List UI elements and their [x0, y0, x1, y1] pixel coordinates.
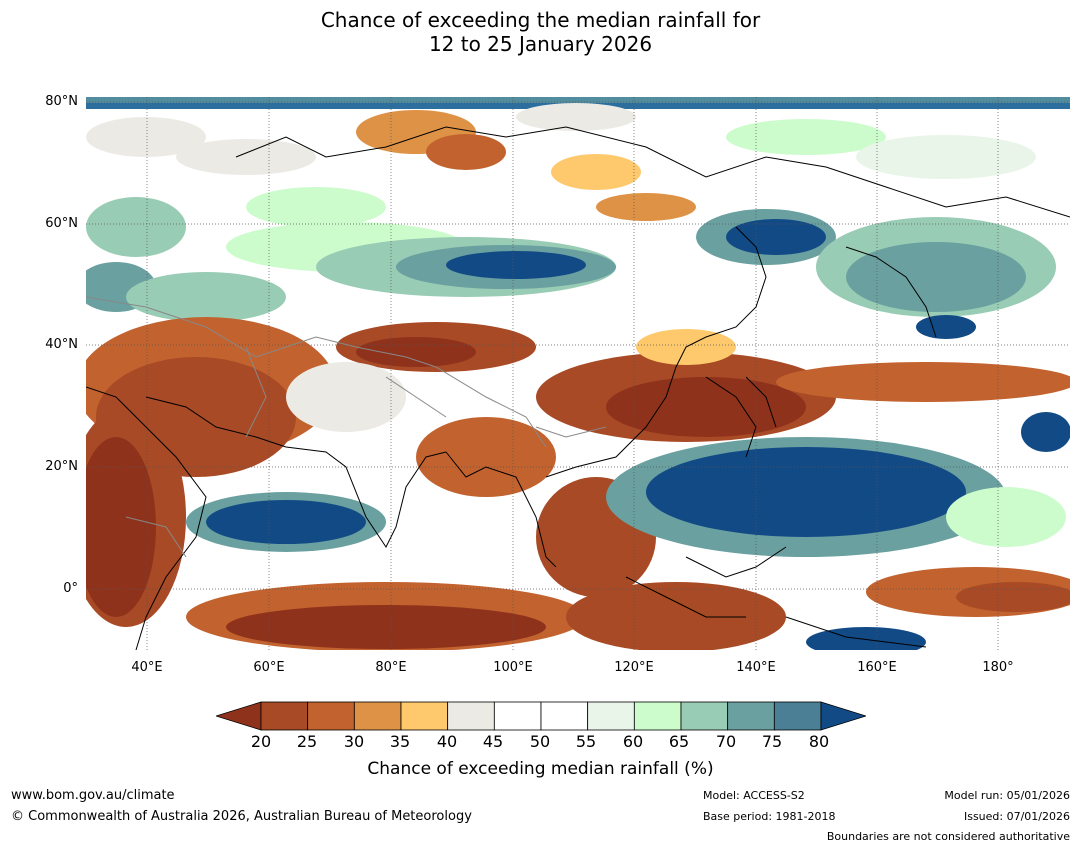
colorbar-tick: 35	[389, 732, 411, 751]
colorbar-tick: 25	[296, 732, 318, 751]
colorbar-segment	[540, 701, 589, 731]
lon-label-180: 180°	[982, 660, 1014, 675]
colorbar-tick: 30	[343, 732, 365, 751]
lon-label-140e: 140°E	[736, 660, 776, 675]
footer-issued: Issued: 07/01/2026	[963, 810, 1070, 823]
political-boundaries	[86, 296, 607, 558]
map-title: Chance of exceeding the median rainfall …	[0, 8, 1081, 56]
colorbar-tick: 80	[808, 732, 830, 751]
lon-label-120e: 120°E	[614, 660, 654, 675]
colorbar-segment	[773, 701, 822, 731]
colorbar-segment	[307, 701, 355, 731]
footer-copyright: © Commonwealth of Australia 2026, Austra…	[11, 809, 472, 824]
colorbar-segment	[727, 701, 775, 731]
colorbar-over-arrow	[820, 701, 866, 731]
colorbar-tick: 45	[482, 732, 504, 751]
colorbar-tick: 75	[761, 732, 783, 751]
lon-label-40e: 40°E	[131, 660, 163, 675]
lon-label-160e: 160°E	[857, 660, 897, 675]
footer-boundaries-note: Boundaries are not considered authoritat…	[826, 830, 1070, 843]
lat-label-80n: 80°N	[45, 94, 78, 109]
colorbar-under-arrow	[216, 701, 262, 731]
colorbar-tick: 55	[575, 732, 597, 751]
colorbar-segment	[493, 701, 542, 731]
footer-model-run: Model run: 05/01/2026	[944, 789, 1070, 802]
rainfall-map[interactable]	[86, 97, 1070, 650]
equatorial-dry-band	[186, 567, 1070, 650]
colorbar-tick: 65	[668, 732, 690, 751]
colorbar-segment	[400, 701, 449, 731]
map-title-line2: 12 to 25 January 2026	[428, 32, 653, 56]
colorbar-segment	[260, 701, 309, 731]
footer-base-period: Base period: 1981-2018	[703, 810, 836, 823]
lat-label-0: 0°	[63, 581, 78, 596]
rainfall-map-graphic	[86, 97, 1070, 650]
lon-label-80e: 80°E	[375, 660, 407, 675]
lon-label-60e: 60°E	[253, 660, 285, 675]
lon-label-100e: 100°E	[493, 660, 533, 675]
colorbar-segment	[587, 701, 635, 731]
colorbar-label: Chance of exceeding median rainfall (%)	[367, 759, 714, 779]
lat-label-40n: 40°N	[45, 337, 78, 352]
subtropical-dry-band	[86, 317, 1070, 627]
footer-model: Model: ACCESS-S2	[703, 789, 805, 802]
colorbar-tick: 70	[715, 732, 737, 751]
colorbar	[216, 701, 866, 731]
footer-url[interactable]: www.bom.gov.au/climate	[11, 788, 175, 803]
colorbar-segment	[447, 701, 495, 731]
colorbar-tick: 50	[529, 732, 551, 751]
colorbar-tick: 60	[622, 732, 644, 751]
map-title-line1: Chance of exceeding the median rainfall …	[320, 8, 761, 32]
colorbar-tick: 20	[250, 732, 272, 751]
coastlines	[86, 126, 1070, 650]
lat-label-60n: 60°N	[45, 216, 78, 231]
colorbar-segment	[680, 701, 729, 731]
colorbar-segment	[633, 701, 682, 731]
colorbar-tick: 40	[436, 732, 458, 751]
colorbar-segment	[353, 701, 402, 731]
tropical-wet-zones	[186, 412, 1070, 557]
lat-label-20n: 20°N	[45, 459, 78, 474]
